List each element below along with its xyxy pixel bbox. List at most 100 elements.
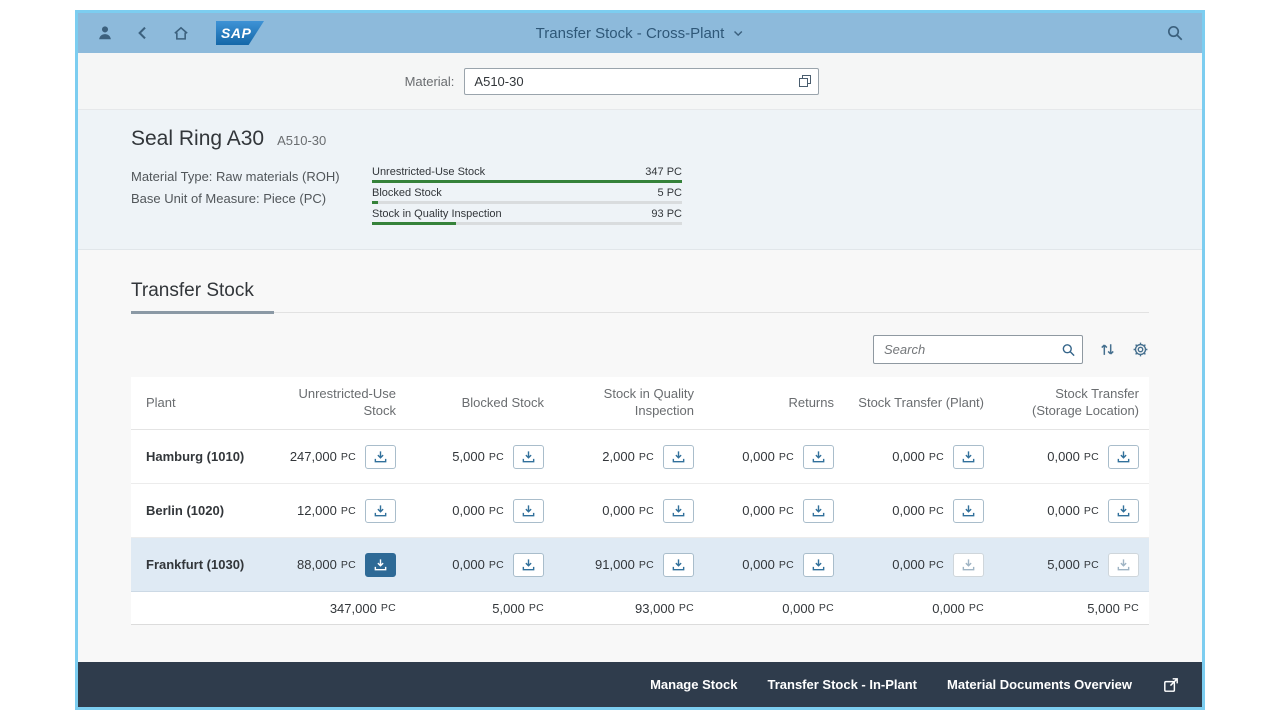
unit-label: PC: [778, 558, 794, 571]
stock-indicators: Unrestricted-Use Stock 347 PC Blocked St…: [372, 166, 682, 229]
value-help-icon[interactable]: [797, 73, 813, 89]
unit-label: PC: [638, 450, 654, 463]
section-tab-bar: Transfer Stock: [131, 280, 1149, 314]
stock-bar-fill: [372, 222, 456, 225]
stock-value: 2,000: [602, 449, 635, 464]
unit-label: PC: [818, 602, 834, 614]
search-icon[interactable]: [1061, 342, 1076, 357]
unit-label: PC: [340, 450, 356, 463]
stock-value: 247,000: [289, 449, 337, 464]
unit-label: PC: [928, 450, 944, 463]
stock-value: 5,000: [1047, 557, 1080, 572]
transfer-button-disabled: [953, 552, 984, 577]
plant-cell: Berlin (1020): [131, 483, 276, 538]
transfer-button[interactable]: [365, 444, 396, 469]
stock-value: 0,000: [892, 557, 925, 572]
column-header: Unrestricted-Use Stock: [276, 377, 406, 430]
table-row[interactable]: Hamburg (1010) 247,000 PC 5,000 PC 2,000 PC…: [131, 429, 1149, 484]
search-input[interactable]: [873, 335, 1083, 364]
transfer-button[interactable]: [803, 498, 834, 523]
unit-label: PC: [778, 450, 794, 463]
stock-label: Unrestricted-Use Stock: [372, 166, 486, 178]
material-number: A510-30: [277, 133, 327, 148]
column-header: Stock in Quality Inspection: [554, 377, 704, 430]
transfer-button[interactable]: [663, 552, 694, 577]
shell-search-icon[interactable]: [1166, 24, 1184, 42]
material-filter: Material:: [405, 67, 820, 95]
stock-value: 93 PC: [651, 208, 682, 220]
stock-value: 5,000: [452, 449, 485, 464]
transfer-button[interactable]: [803, 444, 834, 469]
column-header: Stock Transfer (Plant): [844, 377, 994, 430]
chevron-down-icon: [731, 27, 744, 40]
app-window: SAP Transfer Stock - Cross-Plant Materia…: [75, 10, 1205, 710]
transfer-button-active[interactable]: [365, 552, 396, 577]
stock-bar-track: [372, 180, 682, 183]
sort-icon[interactable]: [1099, 341, 1116, 358]
unit-label: PC: [1083, 504, 1099, 517]
total-value: 93,000: [635, 600, 675, 616]
app-title-menu[interactable]: Transfer Stock - Cross-Plant: [536, 25, 745, 42]
unit-label: PC: [638, 558, 654, 571]
shell-header: SAP Transfer Stock - Cross-Plant: [78, 13, 1202, 53]
base-unit: Base Unit of Measure: Piece (PC): [131, 191, 327, 206]
unit-label: PC: [928, 504, 944, 517]
table-row-selected[interactable]: Frankfurt (1030) 88,000 PC 0,000 PC 91,000…: [131, 537, 1149, 592]
section-title[interactable]: Transfer Stock: [131, 280, 274, 314]
unit-label: PC: [928, 558, 944, 571]
stock-indicator: Unrestricted-Use Stock 347 PC: [372, 166, 682, 183]
total-value: 0,000: [932, 600, 965, 616]
transfer-button[interactable]: [1108, 498, 1139, 523]
transfer-button[interactable]: [953, 498, 984, 523]
stock-value: 0,000: [1047, 449, 1080, 464]
unit-label: PC: [340, 504, 356, 517]
table-header-row: Plant Unrestricted-Use Stock Blocked Sto…: [131, 377, 1149, 430]
total-value: 5,000: [1087, 600, 1120, 616]
footer-link-material-documents[interactable]: Material Documents Overview: [947, 677, 1132, 692]
stock-value: 0,000: [452, 557, 485, 572]
back-icon[interactable]: [134, 24, 152, 42]
table-row[interactable]: Berlin (1020) 12,000 PC 0,000 PC 0,000 PC 0…: [131, 483, 1149, 538]
footer-bar: Manage Stock Transfer Stock - In-Plant M…: [78, 662, 1202, 707]
total-value: 5,000: [492, 600, 525, 616]
transfer-button[interactable]: [1108, 444, 1139, 469]
stock-value: 0,000: [452, 503, 485, 518]
unit-label: PC: [778, 504, 794, 517]
unit-label: PC: [488, 558, 504, 571]
filter-bar: Material:: [78, 53, 1202, 110]
footer-link-manage-stock[interactable]: Manage Stock: [650, 677, 738, 692]
total-value: 0,000: [782, 600, 815, 616]
transfer-button[interactable]: [953, 444, 984, 469]
unit-label: PC: [528, 602, 544, 614]
transfer-button[interactable]: [513, 444, 544, 469]
unit-label: PC: [488, 504, 504, 517]
transfer-stock-table: Plant Unrestricted-Use Stock Blocked Sto…: [131, 377, 1149, 625]
stock-label: Stock in Quality Inspection: [372, 208, 502, 220]
footer-link-transfer-in-plant[interactable]: Transfer Stock - In-Plant: [767, 677, 918, 692]
unit-label: PC: [488, 450, 504, 463]
transfer-button[interactable]: [365, 498, 396, 523]
material-input-wrap: [464, 67, 820, 95]
open-external-icon[interactable]: [1162, 676, 1180, 694]
material-input[interactable]: [464, 67, 820, 95]
object-title-row: Seal Ring A30 A510-30: [131, 127, 1149, 151]
transfer-button[interactable]: [803, 552, 834, 577]
transfer-button-disabled: [1108, 552, 1139, 577]
transfer-button[interactable]: [663, 498, 694, 523]
user-icon[interactable]: [96, 24, 114, 42]
main-content: Transfer Stock Plant Unrestricted-Use St…: [78, 250, 1202, 662]
stock-value: 0,000: [892, 449, 925, 464]
stock-bar-track: [372, 222, 682, 225]
settings-gear-icon[interactable]: [1132, 341, 1149, 358]
home-icon[interactable]: [172, 24, 190, 42]
transfer-button[interactable]: [663, 444, 694, 469]
material-attributes: Material Type: Raw materials (ROH) Base …: [131, 166, 372, 229]
stock-value: 5 PC: [657, 187, 682, 199]
stock-value: 0,000: [602, 503, 635, 518]
material-type: Material Type: Raw materials (ROH): [131, 169, 340, 184]
transfer-button[interactable]: [513, 552, 544, 577]
unit-label: PC: [1083, 558, 1099, 571]
stock-value: 0,000: [742, 557, 775, 572]
table-search: [873, 335, 1083, 364]
transfer-button[interactable]: [513, 498, 544, 523]
